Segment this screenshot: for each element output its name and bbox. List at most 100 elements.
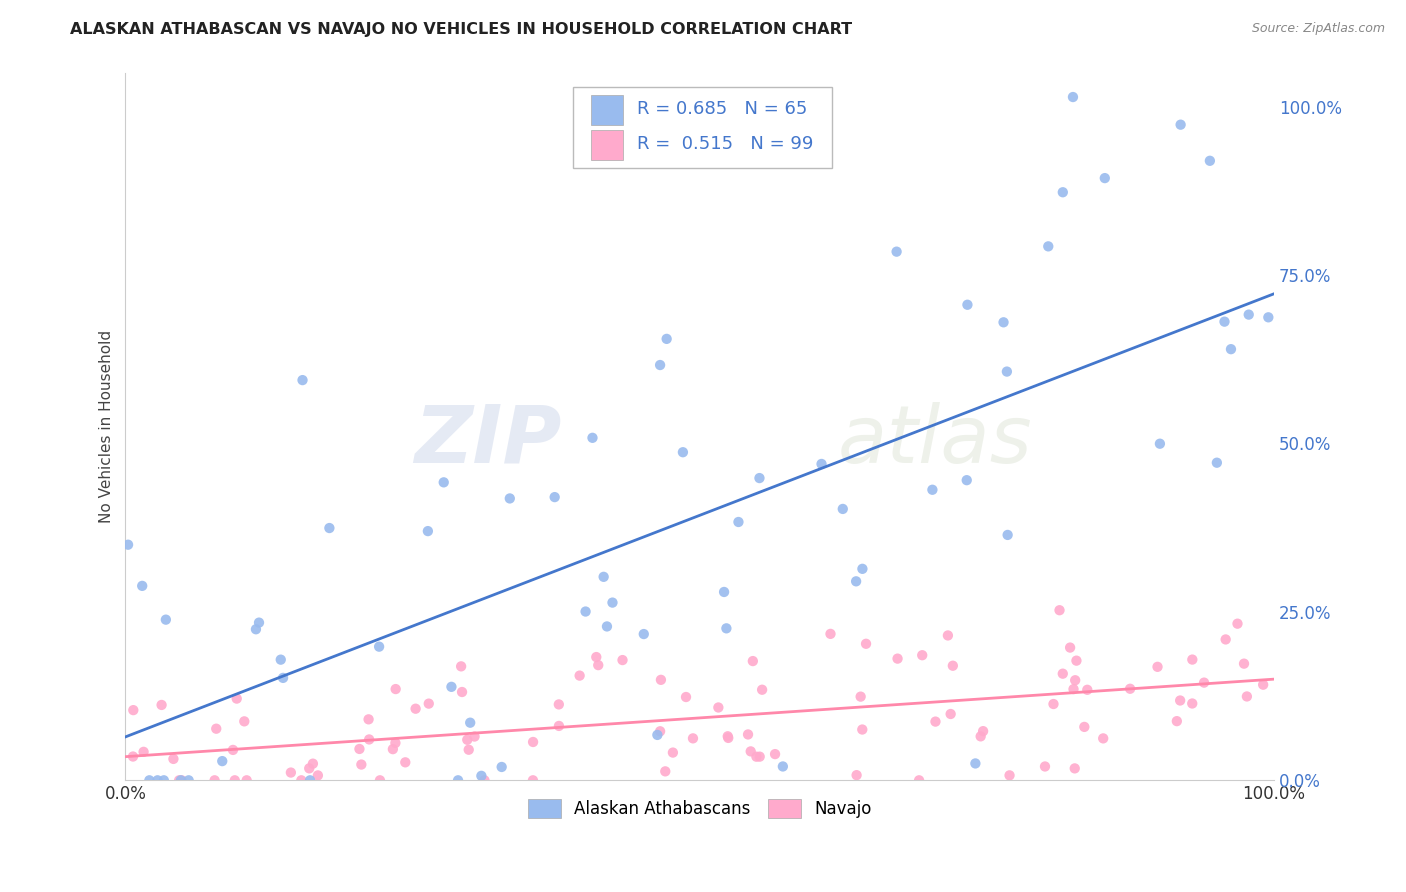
Point (969, 730, 991, 744)
Point (291, 373, 314, 387)
Point (911, 648, 934, 663)
Point (713, 585, 735, 599)
Point (772, 759, 794, 773)
Point (247, 615, 270, 630)
Point (1049, 603, 1071, 617)
Point (748, 749, 770, 764)
Point (457, 743, 479, 757)
FancyBboxPatch shape (574, 87, 832, 169)
Point (908, 773, 931, 788)
Point (368, 640, 391, 654)
Point (150, 698, 173, 712)
Point (456, 732, 478, 747)
Point (993, 315, 1015, 329)
Point (405, 702, 427, 716)
Point (447, 773, 470, 788)
Point (458, 715, 481, 730)
Point (1066, 654, 1088, 668)
Point (1168, 693, 1191, 707)
Point (146, 773, 169, 788)
Point (1213, 315, 1236, 329)
Point (675, 690, 697, 704)
Point (499, 491, 522, 506)
Point (1181, 652, 1204, 666)
Point (235, 773, 257, 788)
Point (831, 502, 853, 516)
Point (433, 475, 456, 490)
Point (998, 768, 1021, 782)
Point (810, 457, 832, 471)
Point (162, 752, 184, 766)
Point (155, 613, 177, 627)
Point (470, 769, 492, 783)
Y-axis label: No Vehicles in Household: No Vehicles in Household (100, 330, 114, 524)
Point (1181, 697, 1204, 711)
Point (1094, 171, 1116, 186)
Point (1205, 456, 1227, 470)
Text: ZIP: ZIP (415, 401, 562, 480)
Point (650, 673, 672, 687)
Point (381, 742, 404, 756)
Point (170, 773, 193, 788)
Point (225, 691, 247, 706)
Point (131, 579, 153, 593)
Point (672, 445, 695, 459)
Point (1063, 761, 1085, 775)
Point (851, 723, 873, 737)
Point (522, 773, 544, 788)
Point (440, 680, 463, 694)
Point (1237, 308, 1260, 322)
Point (117, 538, 139, 552)
Point (170, 773, 193, 788)
Point (612, 653, 634, 667)
Point (349, 742, 371, 756)
Point (205, 722, 228, 736)
Text: Source: ZipAtlas.com: Source: ZipAtlas.com (1251, 22, 1385, 36)
Point (849, 690, 872, 704)
Point (153, 773, 176, 788)
Point (662, 746, 685, 760)
Point (851, 562, 873, 576)
Point (763, 747, 786, 761)
Point (845, 574, 868, 589)
Point (394, 756, 416, 770)
Point (1119, 681, 1142, 696)
Point (1226, 616, 1249, 631)
Point (544, 490, 567, 504)
Point (122, 703, 145, 717)
Point (1233, 657, 1256, 671)
Point (1076, 682, 1098, 697)
Point (1062, 90, 1084, 104)
Point (418, 697, 440, 711)
Point (1146, 660, 1168, 674)
Point (648, 724, 671, 739)
Point (357, 712, 380, 726)
Point (1038, 239, 1060, 253)
Point (717, 729, 740, 743)
Point (707, 700, 730, 714)
Point (290, 773, 312, 788)
Point (633, 627, 655, 641)
Point (647, 728, 669, 742)
Point (138, 773, 160, 788)
Point (820, 627, 842, 641)
Text: R =  0.515   N = 99: R = 0.515 N = 99 (637, 136, 813, 153)
Point (167, 773, 190, 788)
Point (245, 622, 267, 636)
Point (548, 719, 571, 733)
Point (132, 745, 155, 759)
Point (737, 727, 759, 741)
Point (177, 773, 200, 788)
Point (384, 736, 406, 750)
Point (997, 528, 1019, 542)
Point (1166, 714, 1188, 728)
Point (270, 653, 292, 667)
Point (122, 749, 145, 764)
Point (886, 244, 908, 259)
Point (1220, 342, 1243, 356)
Point (956, 298, 979, 312)
Point (233, 714, 256, 729)
Point (307, 768, 329, 782)
Point (995, 365, 1018, 379)
FancyBboxPatch shape (591, 95, 623, 125)
